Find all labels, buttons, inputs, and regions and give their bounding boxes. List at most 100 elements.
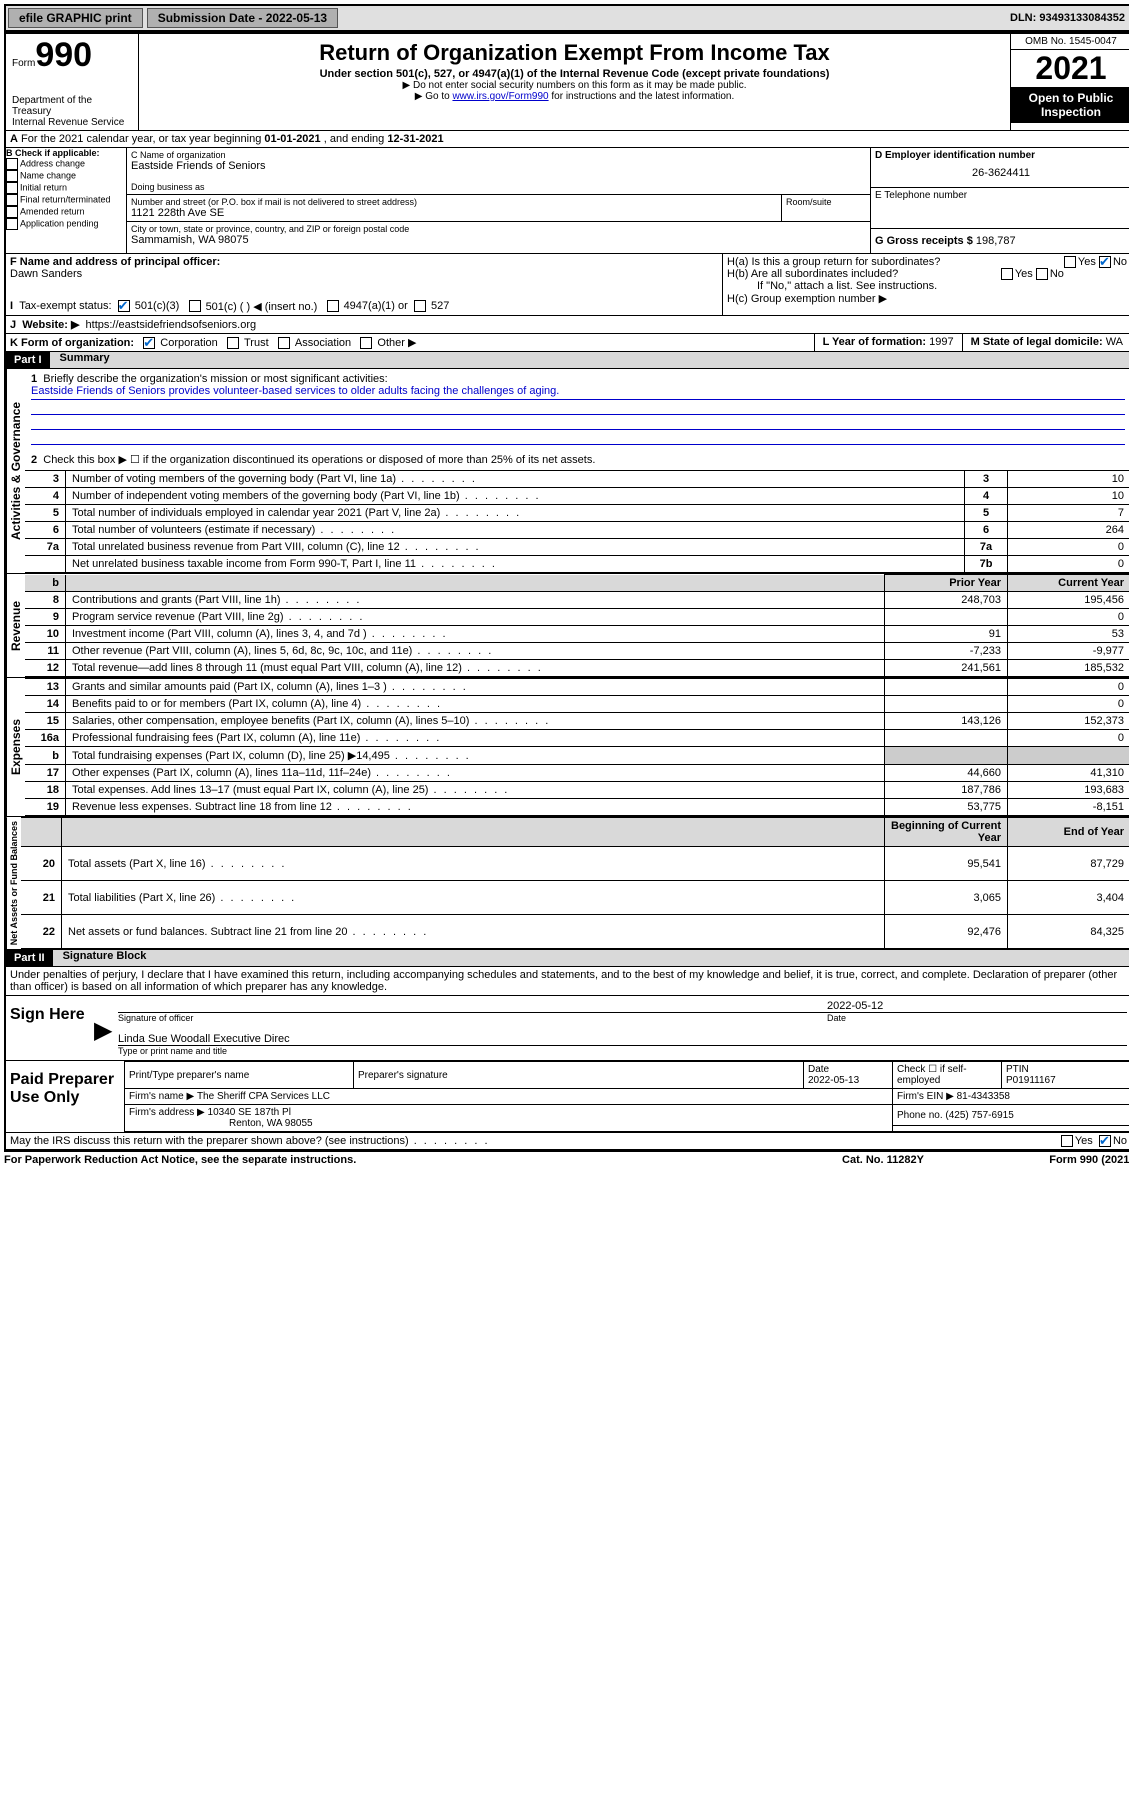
part2-badge: Part II xyxy=(6,950,53,966)
lineA-end: 12-31-2021 xyxy=(387,133,443,145)
ha-yes-checkbox[interactable] xyxy=(1064,256,1076,268)
part1-gov-section: Activities & Governance 1 Briefly descri… xyxy=(6,369,1129,574)
title-sub1: Under section 501(c), 527, or 4947(a)(1)… xyxy=(143,68,1006,80)
ha-no-checkbox[interactable] xyxy=(1099,256,1111,268)
form-word: Form xyxy=(12,58,35,69)
app-pending-checkbox[interactable] xyxy=(6,218,18,230)
amended-checkbox[interactable] xyxy=(6,206,18,218)
form-body: Form990 Department of the Treasury Inter… xyxy=(4,32,1129,1152)
table-row: 7aTotal unrelated business revenue from … xyxy=(25,539,1129,556)
table-row: 12Total revenue—add lines 8 through 11 (… xyxy=(25,660,1129,677)
col-prior: Prior Year xyxy=(885,575,1008,592)
527: 527 xyxy=(431,300,449,313)
table-row: Net unrelated business taxable income fr… xyxy=(25,556,1129,573)
sign-arrow-icon: ▶ xyxy=(94,996,114,1060)
trust: Trust xyxy=(244,337,269,349)
corp-checkbox[interactable] xyxy=(143,337,155,349)
form-title: Return of Organization Exempt From Incom… xyxy=(143,40,1006,66)
omb-label: OMB No. 1545-0047 xyxy=(1011,34,1129,50)
exp-label: Expenses xyxy=(6,678,25,816)
bcdeg-block: B Check if applicable: Address change Na… xyxy=(6,148,1129,254)
part1-exp-section: Expenses 13Grants and similar amounts pa… xyxy=(6,678,1129,817)
efile-print-button[interactable]: efile GRAPHIC print xyxy=(8,8,143,28)
instructions-link[interactable]: www.irs.gov/Form990 xyxy=(452,91,548,102)
initial-checkbox[interactable] xyxy=(6,182,18,194)
final-return: Final return/terminated xyxy=(20,194,111,204)
open1: Open to Public xyxy=(1013,91,1129,105)
final-checkbox[interactable] xyxy=(6,194,18,206)
boxG-label: G Gross receipts $ xyxy=(875,235,976,247)
addr-change-checkbox[interactable] xyxy=(6,158,18,170)
fh-block: F Name and address of principal officer:… xyxy=(6,254,1129,316)
line2-text: Check this box ▶ ☐ if the organization d… xyxy=(43,454,595,466)
table-row: 22Net assets or fund balances. Subtract … xyxy=(21,915,1129,949)
footer-right-post: (2021) xyxy=(1098,1154,1129,1166)
assoc-checkbox[interactable] xyxy=(278,337,290,349)
other-checkbox[interactable] xyxy=(360,337,372,349)
prep-date: 2022-05-13 xyxy=(808,1075,859,1086)
box-c: C Name of organization Eastside Friends … xyxy=(127,148,870,253)
box-f: F Name and address of principal officer:… xyxy=(6,254,723,315)
discuss-row: May the IRS discuss this return with the… xyxy=(6,1133,1129,1150)
open2: Inspection xyxy=(1013,105,1129,119)
firm-addr1: 10340 SE 187th Pl xyxy=(208,1107,291,1118)
527-checkbox[interactable] xyxy=(414,300,426,312)
mission-blank1 xyxy=(31,400,1125,415)
mission-text: Eastside Friends of Seniors provides vol… xyxy=(31,385,1125,400)
declaration: Under penalties of perjury, I declare th… xyxy=(6,967,1129,996)
title-sub3: ▶ Go to www.irs.gov/Form990 for instruct… xyxy=(143,91,1006,102)
submission-date-button[interactable]: Submission Date - 2022-05-13 xyxy=(147,8,338,28)
table-row: 21Total liabilities (Part X, line 26)3,0… xyxy=(21,881,1129,915)
4947-checkbox[interactable] xyxy=(327,300,339,312)
rev-label: Revenue xyxy=(6,574,25,677)
dln-label: DLN: 93493133084352 xyxy=(1010,12,1129,24)
right-cell: OMB No. 1545-0047 2021 Open to Public In… xyxy=(1010,34,1129,130)
website-value: https://eastsidefriendsofseniors.org xyxy=(86,319,257,331)
line1-label: Briefly describe the organization's miss… xyxy=(43,373,387,385)
part1-rev-section: Revenue b Prior Year Current Year 8Contr… xyxy=(6,574,1129,678)
trust-checkbox[interactable] xyxy=(227,337,239,349)
gross-receipts: 198,787 xyxy=(976,235,1016,247)
boxF-label: F Name and address of principal officer: xyxy=(10,256,220,268)
mission-blank3 xyxy=(31,430,1125,445)
table-row: 14Benefits paid to or for members (Part … xyxy=(25,696,1129,713)
ha-no: No xyxy=(1113,256,1127,268)
name-change-checkbox[interactable] xyxy=(6,170,18,182)
box-b: B Check if applicable: Address change Na… xyxy=(6,148,127,253)
part1-net-section: Net Assets or Fund Balances Beginning of… xyxy=(6,817,1129,950)
discuss-yes: Yes xyxy=(1075,1135,1093,1147)
hb-yes: Yes xyxy=(1015,268,1033,280)
phone-label: Phone no. xyxy=(897,1110,945,1121)
discuss-yes-checkbox[interactable] xyxy=(1061,1135,1073,1147)
hb-note: If "No," attach a list. See instructions… xyxy=(727,280,1127,292)
hb-yes-checkbox[interactable] xyxy=(1001,268,1013,280)
hb-no-checkbox[interactable] xyxy=(1036,268,1048,280)
sig-date-label: Date xyxy=(827,1013,1127,1023)
501c-checkbox[interactable] xyxy=(189,300,201,312)
table-row: 3Number of voting members of the governi… xyxy=(25,471,1129,488)
phone: (425) 757-6915 xyxy=(945,1110,1013,1121)
firm-addr-label: Firm's address ▶ xyxy=(129,1107,205,1118)
501c3-checkbox[interactable] xyxy=(118,300,130,312)
table-row: 16aProfessional fundraising fees (Part I… xyxy=(25,730,1129,747)
sig-officer-label: Signature of officer xyxy=(118,1013,827,1023)
table-row: 11Other revenue (Part VIII, column (A), … xyxy=(25,643,1129,660)
net-table: Beginning of Current Year End of Year 20… xyxy=(21,817,1129,949)
box-deg: D Employer identification number 26-3624… xyxy=(870,148,1129,253)
table-row: 5Total number of individuals employed in… xyxy=(25,505,1129,522)
firm-name-label: Firm's name ▶ xyxy=(129,1091,194,1102)
officer-name: Dawn Sanders xyxy=(10,268,718,280)
net-label: Net Assets or Fund Balances xyxy=(6,817,21,949)
hc-label: H(c) Group exemption number ▶ xyxy=(727,292,1127,305)
app-pending: Application pending xyxy=(20,218,99,228)
table-row: bTotal fundraising expenses (Part IX, co… xyxy=(25,747,1129,765)
street-label: Number and street (or P.O. box if mail i… xyxy=(131,197,777,207)
discuss-no-checkbox[interactable] xyxy=(1099,1135,1111,1147)
firm-name: The Sheriff CPA Services LLC xyxy=(197,1091,330,1102)
lineA-begin: 01-01-2021 xyxy=(264,133,320,145)
col-begin: Beginning of Current Year xyxy=(885,818,1008,847)
ha-label: H(a) Is this a group return for subordin… xyxy=(727,256,940,268)
paid-prep-row: Paid Preparer Use Only Print/Type prepar… xyxy=(6,1061,1129,1133)
sub3-pre: ▶ Go to xyxy=(415,91,453,102)
sign-here: Sign Here xyxy=(6,996,94,1060)
